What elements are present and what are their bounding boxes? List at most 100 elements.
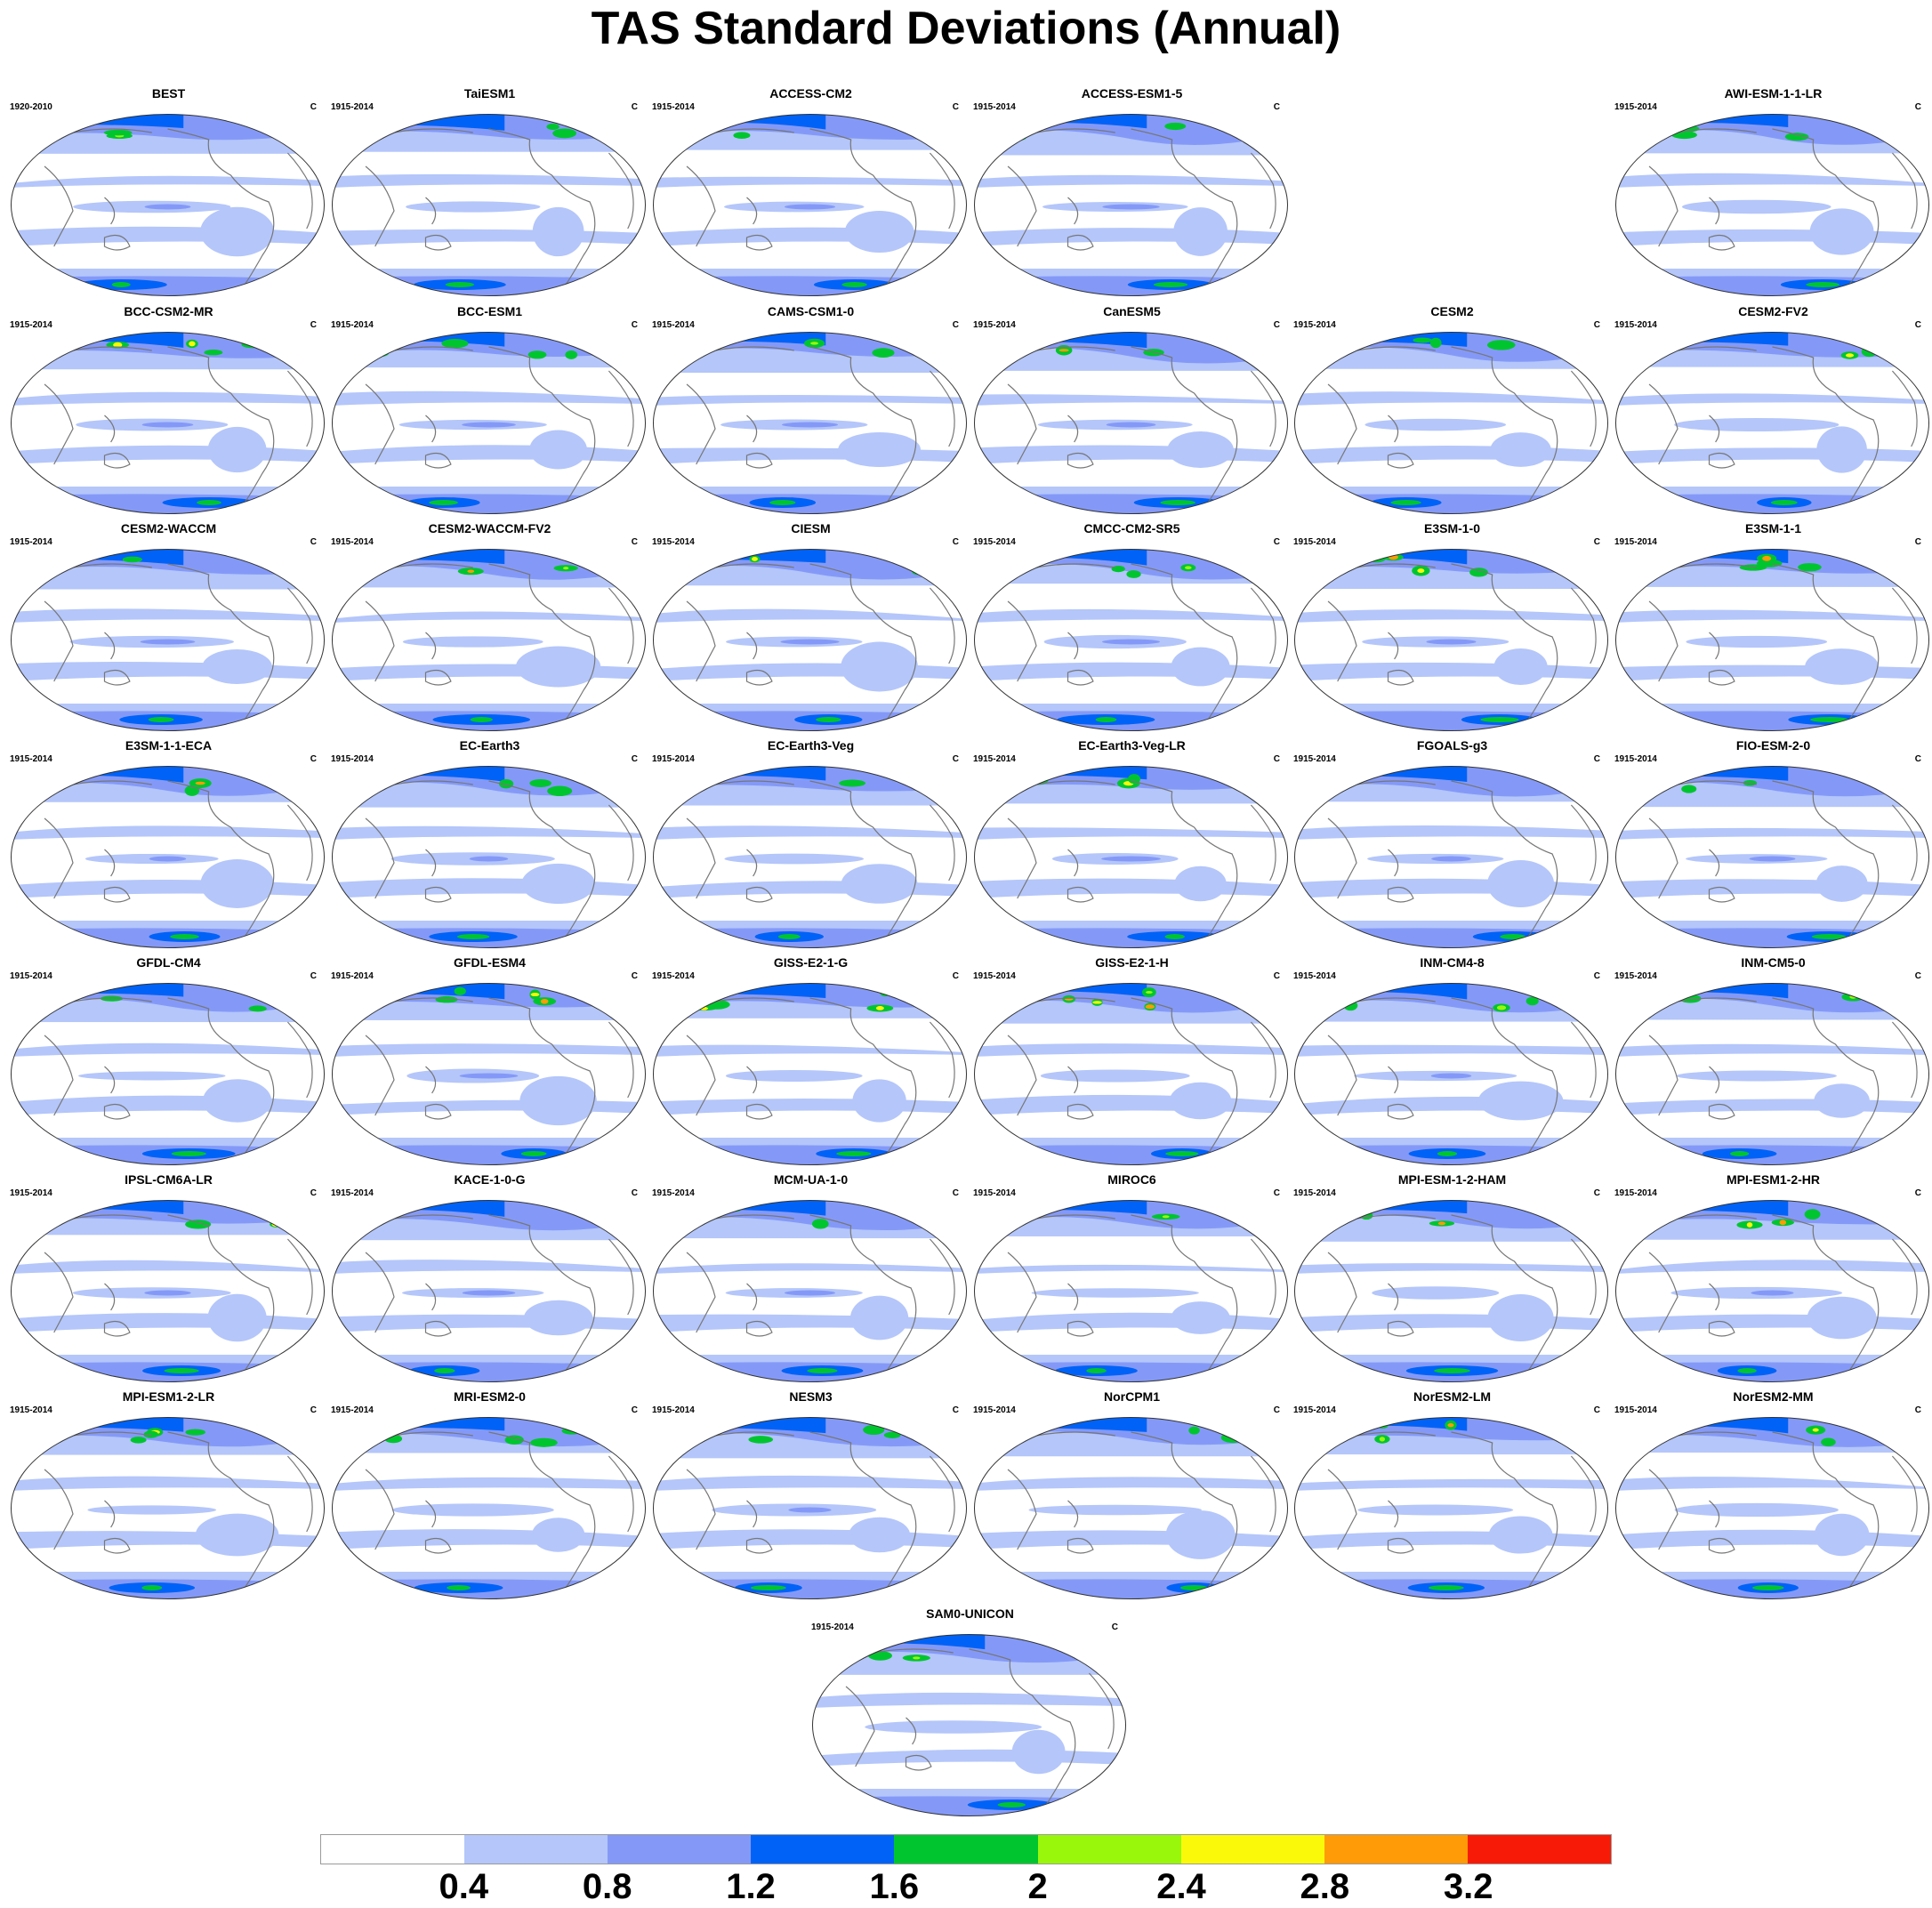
panel-title: CIESM (791, 521, 831, 535)
panel-unit: C (1914, 754, 1921, 764)
panel-unit: C (1914, 971, 1921, 981)
panel-title: MCM-UA-1-0 (773, 1172, 849, 1187)
colorbar-box (1037, 1835, 1181, 1864)
panel-unit: C (310, 754, 317, 764)
panel-unit: C (631, 320, 638, 330)
world-map (653, 983, 967, 1165)
panel-unit: C (952, 102, 959, 112)
panel-unit: C (631, 1405, 638, 1415)
panel-unit: C (631, 102, 638, 112)
panel-title: NorCPM1 (1103, 1389, 1160, 1404)
colorbar-box (1180, 1835, 1324, 1864)
panel-years: 1915-2014 (331, 537, 374, 547)
panel-years: 1915-2014 (1293, 320, 1336, 330)
panel-unit: C (310, 537, 317, 547)
panel-unit: C (1273, 102, 1280, 112)
panel-unit: C (952, 1188, 959, 1198)
world-map (1615, 549, 1929, 731)
world-map (974, 766, 1288, 948)
colorbar-box (1467, 1835, 1611, 1864)
panel-title: NorESM2-LM (1413, 1389, 1492, 1404)
map-panel: CAMS-CSM1-0 1915-2014 C (650, 304, 971, 518)
panel-unit: C (1593, 1405, 1600, 1415)
colorbar-tick-label: 2 (1027, 1867, 1048, 1906)
colorbar-tick-label: 1.6 (869, 1867, 920, 1906)
map-panel: CanESM5 1915-2014 C (971, 304, 1292, 518)
panel-title: MPI-ESM-1-2-HAM (1397, 1172, 1507, 1187)
panel-title: GISS-E2-1-H (1095, 955, 1169, 970)
world-map (812, 1634, 1126, 1816)
panel-years: 1915-2014 (1293, 1188, 1336, 1198)
panel-title: INM-CM4-8 (1420, 955, 1485, 970)
panel-unit: C (1111, 1622, 1118, 1632)
panel-title: EC-Earth3-Veg-LR (1078, 738, 1186, 753)
map-panel: TaiESM1 1915-2014 C (329, 86, 650, 300)
map-panel: ACCESS-ESM1-5 1915-2014 C (971, 86, 1292, 300)
panel-title: NESM3 (789, 1389, 833, 1404)
world-map (974, 332, 1288, 514)
map-panel: MPI-ESM-1-2-HAM 1915-2014 C (1292, 1172, 1613, 1386)
panel-unit: C (1273, 754, 1280, 764)
figure-title: TAS Standard Deviations (Annual) (591, 3, 1341, 54)
colorbar-box (321, 1835, 465, 1864)
panel-years: 1915-2014 (973, 320, 1016, 330)
map-panel: CESM2 1915-2014 C (1292, 304, 1613, 518)
panel-years: 1915-2014 (1293, 754, 1336, 764)
panel-years: 1915-2014 (652, 537, 695, 547)
panel-years: 1915-2014 (1614, 320, 1657, 330)
world-map (1294, 983, 1608, 1165)
panel-title: NorESM2-MM (1733, 1389, 1814, 1404)
panel-title: CESM2-FV2 (1738, 304, 1808, 318)
panel-title: BCC-ESM1 (456, 304, 523, 318)
map-panel: ACCESS-CM2 1915-2014 C (650, 86, 971, 300)
colorbar-tick-label: 2.8 (1300, 1867, 1350, 1906)
map-panel: MCM-UA-1-0 1915-2014 C (650, 1172, 971, 1386)
colorbar-tick-label: 1.2 (726, 1867, 776, 1906)
world-map (11, 983, 325, 1165)
world-map (332, 332, 646, 514)
panel-unit: C (631, 971, 638, 981)
panel-unit: C (310, 1405, 317, 1415)
world-map (11, 332, 325, 514)
world-map (653, 332, 967, 514)
panel-years: 1915-2014 (10, 971, 52, 981)
panel-title: E3SM-1-1 (1744, 521, 1802, 535)
panel-unit: C (1914, 102, 1921, 112)
map-panel: NorESM2-LM 1915-2014 C (1292, 1389, 1613, 1603)
panel-years: 1915-2014 (1614, 102, 1657, 112)
panel-unit: C (1593, 320, 1600, 330)
panel-unit: C (1914, 1405, 1921, 1415)
colorbar-tick-label: 3.2 (1443, 1867, 1493, 1906)
map-panel: NorESM2-MM 1915-2014 C (1613, 1389, 1932, 1603)
world-map (1294, 549, 1608, 731)
panel-unit: C (631, 537, 638, 547)
world-map (332, 1417, 646, 1599)
world-map (1615, 332, 1929, 514)
panel-unit: C (1914, 1188, 1921, 1198)
panel-years: 1915-2014 (10, 320, 52, 330)
panel-years: 1915-2014 (973, 1405, 1016, 1415)
map-panel: SAM0-UNICON 1915-2014 C (809, 1606, 1131, 1820)
world-map (974, 1200, 1288, 1382)
world-map (1615, 114, 1929, 296)
panel-unit: C (952, 971, 959, 981)
colorbar-box (608, 1835, 752, 1864)
map-panel: GISS-E2-1-G 1915-2014 C (650, 955, 971, 1169)
panel-years: 1915-2014 (10, 1405, 52, 1415)
map-panel: EC-Earth3-Veg-LR 1915-2014 C (971, 738, 1292, 952)
panel-title: EC-Earth3 (459, 738, 520, 753)
panel-unit: C (1273, 971, 1280, 981)
panel-title: MPI-ESM1-2-LR (122, 1389, 215, 1404)
map-panel: NorCPM1 1915-2014 C (971, 1389, 1292, 1603)
panel-title: MIROC6 (1107, 1172, 1156, 1187)
map-panel: NESM3 1915-2014 C (650, 1389, 971, 1603)
panel-unit: C (310, 1188, 317, 1198)
world-map (1294, 1417, 1608, 1599)
panel-title: BEST (151, 86, 186, 101)
map-panel: GFDL-CM4 1915-2014 C (8, 955, 329, 1169)
colorbar-box (751, 1835, 895, 1864)
world-map (1615, 766, 1929, 948)
panel-years: 1915-2014 (1614, 537, 1657, 547)
panel-unit: C (1593, 754, 1600, 764)
panel-years: 1915-2014 (1293, 1405, 1336, 1415)
